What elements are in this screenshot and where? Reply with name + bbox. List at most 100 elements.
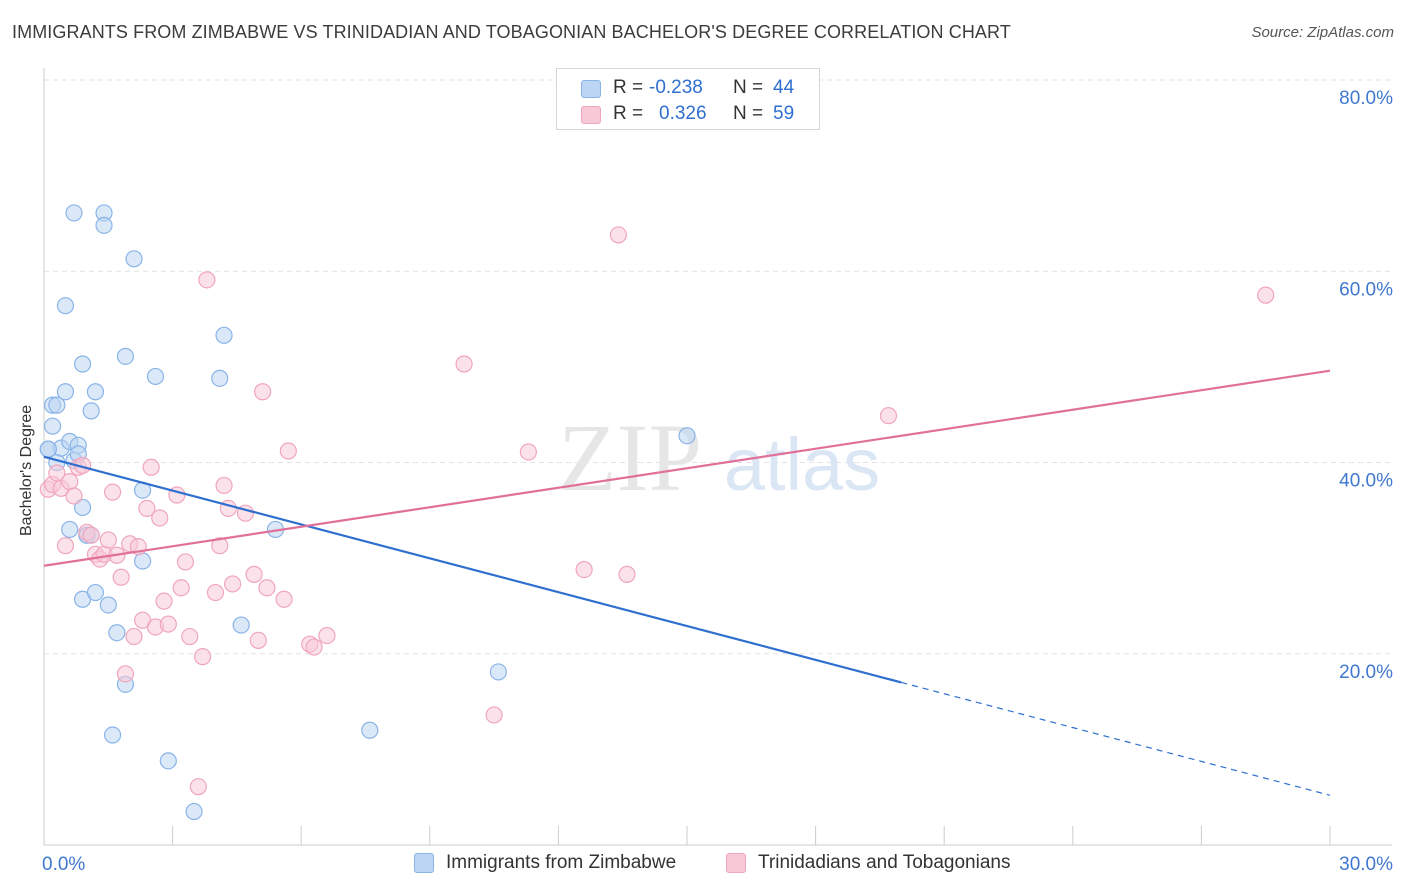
bottom-legend-label-zimbabwe: Immigrants from Zimbabwe xyxy=(446,852,677,873)
bottom-legend-swatch-zimbabwe xyxy=(414,853,434,873)
tick-labels: 20.0% 40.0% 60.0% 80.0% 0.0% 30.0% xyxy=(42,88,1393,875)
legend-r-label: R = xyxy=(613,103,644,124)
point-trinidad xyxy=(245,565,263,583)
point-zimbabwe xyxy=(159,752,177,770)
point-trinidad xyxy=(151,509,169,527)
point-trinidad xyxy=(211,537,229,555)
legend-r-value-zimbabwe: -0.238 xyxy=(649,77,703,98)
point-trinidad xyxy=(485,706,503,724)
trend-line-zimbabwe-extension xyxy=(901,681,1331,796)
point-trinidad xyxy=(159,615,177,633)
point-zimbabwe xyxy=(103,726,122,744)
point-zimbabwe xyxy=(86,383,105,401)
point-trinidad xyxy=(249,631,267,649)
point-trinidad xyxy=(879,407,898,425)
point-zimbabwe xyxy=(39,440,57,458)
point-zimbabwe xyxy=(215,326,233,344)
point-trinidad xyxy=(56,537,75,555)
point-trinidad xyxy=(279,442,297,460)
point-trinidad xyxy=(198,271,216,289)
legend-r-label: R = xyxy=(613,77,644,98)
bottom-legend-label-trinidad: Trinidadians and Tobagonians xyxy=(758,852,1011,873)
point-trinidad xyxy=(61,473,79,491)
point-trinidad xyxy=(189,778,207,796)
bottom-legend-swatch-trinidad xyxy=(726,853,746,873)
legend-r-value-trinidad: 0.326 xyxy=(659,103,707,124)
correlation-legend: R = -0.238 N = 44 R = 0.326 N = 59 xyxy=(556,68,820,130)
y-axis-label: Bachelor's Degree xyxy=(18,404,35,536)
point-trinidad xyxy=(138,499,156,517)
point-trinidad xyxy=(519,443,537,461)
point-trinidad xyxy=(125,627,143,646)
point-trinidad xyxy=(575,560,593,579)
point-zimbabwe xyxy=(61,520,79,539)
source-label: Source: ZipAtlas.com xyxy=(1251,24,1394,41)
axes xyxy=(43,68,1392,846)
point-trinidad xyxy=(215,476,233,495)
legend-n-value-zimbabwe: 44 xyxy=(773,77,795,98)
scatter-points xyxy=(39,204,1275,821)
legend-n-value-trinidad: 59 xyxy=(773,103,795,124)
watermark-zip: ZIP xyxy=(558,404,702,511)
point-zimbabwe xyxy=(489,663,507,681)
point-zimbabwe xyxy=(99,596,117,614)
legend-swatch-trinidad xyxy=(581,106,601,124)
point-trinidad xyxy=(275,590,293,608)
point-trinidad xyxy=(224,575,242,593)
point-zimbabwe xyxy=(185,802,203,821)
point-zimbabwe xyxy=(125,250,143,268)
point-trinidad xyxy=(116,665,135,683)
watermark: ZIP atlas xyxy=(558,404,880,511)
legend-n-label: N = xyxy=(733,77,764,98)
y-tick-label: 20.0% xyxy=(1339,662,1393,683)
point-trinidad xyxy=(65,487,83,505)
point-trinidad xyxy=(254,383,272,401)
grid xyxy=(44,79,1392,655)
point-trinidad xyxy=(305,638,323,656)
point-zimbabwe xyxy=(116,347,135,365)
x-tick-label-max: 30.0% xyxy=(1339,854,1393,875)
trend-lines xyxy=(43,369,1331,796)
point-trinidad xyxy=(194,648,212,666)
point-zimbabwe xyxy=(56,383,75,401)
trend-line-zimbabwe xyxy=(43,455,902,684)
point-trinidad xyxy=(99,531,117,549)
point-trinidad xyxy=(1257,286,1275,304)
point-zimbabwe xyxy=(108,624,126,642)
y-tick-label: 80.0% xyxy=(1339,88,1393,109)
point-trinidad xyxy=(318,626,336,645)
trend-line-trinidad xyxy=(43,369,1331,567)
point-zimbabwe xyxy=(211,369,229,387)
legend-n-label: N = xyxy=(733,103,764,124)
point-zimbabwe xyxy=(82,402,100,420)
point-trinidad xyxy=(112,568,130,586)
point-zimbabwe xyxy=(146,367,165,386)
point-zimbabwe xyxy=(48,396,66,414)
point-trinidad xyxy=(82,526,100,544)
point-zimbabwe xyxy=(73,498,92,517)
point-trinidad xyxy=(618,565,636,583)
point-trinidad xyxy=(155,592,173,610)
legend-swatch-zimbabwe xyxy=(581,80,601,98)
point-trinidad xyxy=(142,458,160,476)
point-trinidad xyxy=(609,226,628,244)
point-zimbabwe xyxy=(65,204,83,222)
point-zimbabwe xyxy=(232,616,250,634)
chart-title: IMMIGRANTS FROM ZIMBABWE VS TRINIDADIAN … xyxy=(12,22,1011,42)
x-tick-label-min: 0.0% xyxy=(42,854,85,875)
point-trinidad xyxy=(172,579,190,597)
point-zimbabwe xyxy=(361,721,379,739)
point-trinidad xyxy=(206,583,225,602)
point-zimbabwe xyxy=(678,427,696,445)
point-trinidad xyxy=(258,579,276,597)
point-zimbabwe xyxy=(86,583,105,602)
point-zimbabwe xyxy=(43,417,62,435)
watermark-atlas: atlas xyxy=(724,423,880,506)
point-trinidad xyxy=(455,355,473,373)
point-zimbabwe xyxy=(56,297,75,315)
point-zimbabwe xyxy=(133,552,152,570)
y-tick-label: 40.0% xyxy=(1339,471,1393,492)
point-zimbabwe xyxy=(73,355,92,373)
point-zimbabwe xyxy=(95,216,113,234)
point-trinidad xyxy=(103,483,122,501)
